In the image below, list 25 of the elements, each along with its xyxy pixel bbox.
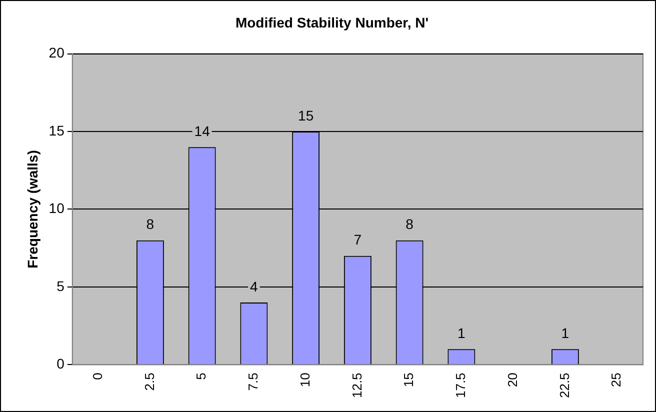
data-label: 7 [354, 232, 362, 248]
x-tick-label: 5 [194, 372, 209, 380]
data-label: 14 [194, 122, 210, 139]
data-label: 15 [298, 107, 314, 124]
data-label: 8 [406, 216, 414, 232]
y-tick-label: 5 [56, 278, 65, 294]
x-tick-label: 25 [608, 372, 624, 388]
data-label: 1 [458, 325, 466, 342]
x-tick-label: 7.5 [246, 372, 261, 391]
data-label: 8 [146, 216, 154, 232]
y-tick-label: 10 [48, 200, 65, 216]
x-tick-label: 12.5 [349, 372, 364, 398]
x-tick-label: 20 [504, 372, 520, 388]
x-tick-label: 15 [401, 372, 416, 388]
x-tick-label: 22.5 [556, 372, 572, 398]
chart-title: Modified Stability Number, N' [235, 14, 429, 30]
y-axis-title: Frequency (walls) [24, 150, 40, 268]
x-tick-label: 2.5 [142, 372, 157, 391]
data-label: 4 [250, 278, 258, 294]
x-tick-label: 10 [297, 372, 312, 388]
y-tick-label: 20 [48, 44, 65, 61]
x-tick-label: 0 [90, 372, 105, 380]
x-tick-label: 17.5 [453, 372, 468, 398]
data-label: 1 [561, 325, 570, 342]
y-tick-label: 15 [48, 122, 65, 138]
